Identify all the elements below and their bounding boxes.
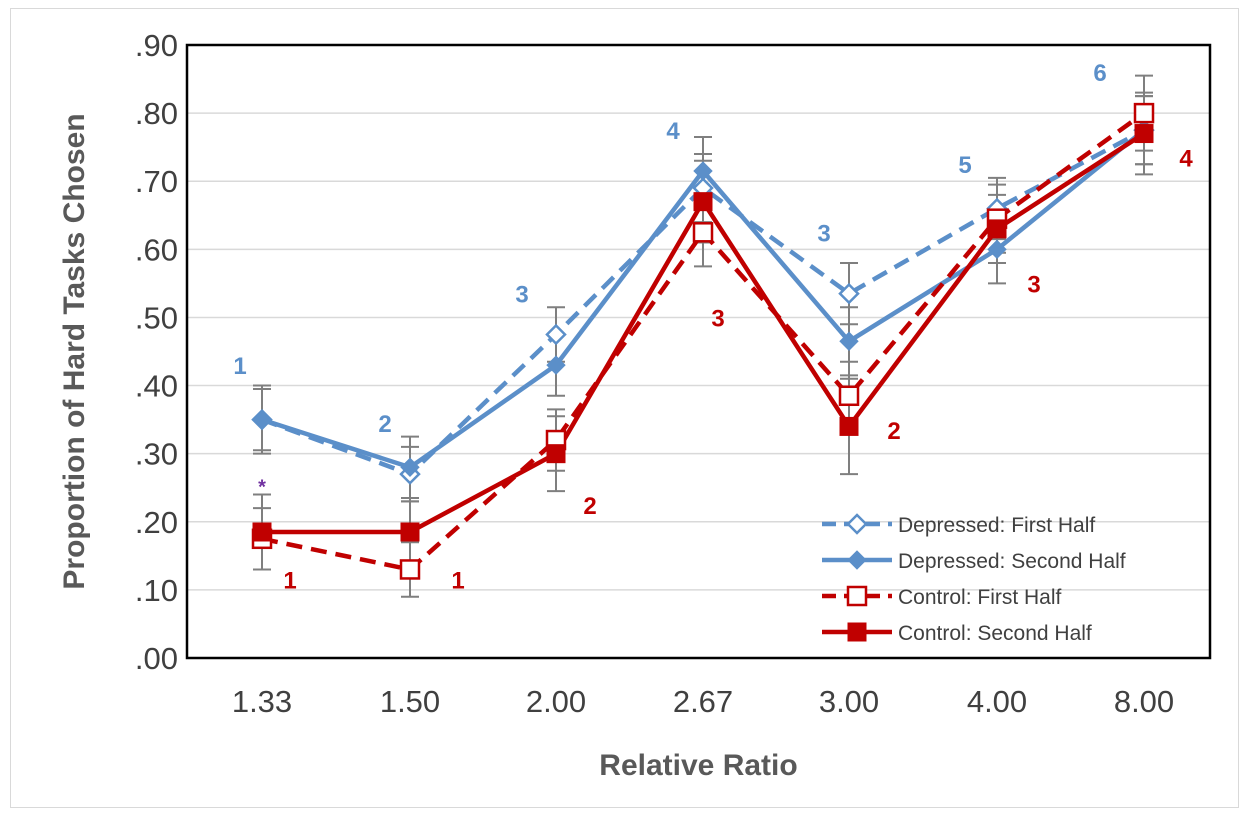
square-marker <box>838 385 860 407</box>
x-tick-label: 2.67 <box>673 684 733 719</box>
annotation-label: * <box>258 476 266 498</box>
diamond-marker <box>838 282 860 305</box>
y-tick-label: .50 <box>135 300 178 335</box>
x-tick-label: 1.50 <box>380 684 440 719</box>
annotation-label: 3 <box>1027 271 1040 298</box>
y-tick-label: .10 <box>135 573 178 608</box>
x-tick-label: 1.33 <box>232 684 292 719</box>
x-tick-label: 8.00 <box>1114 684 1174 719</box>
x-axis-title: Relative Ratio <box>599 749 797 782</box>
gridlines <box>187 112 1210 591</box>
annotation-label: 2 <box>583 493 596 520</box>
legend-label: Depressed: Second Half <box>898 550 1126 573</box>
x-tick-label: 2.00 <box>526 684 586 719</box>
square-marker <box>1134 124 1154 144</box>
square-marker <box>252 522 272 542</box>
x-axis-ticks: 1.33 1.50 2.00 2.67 3.00 4.00 8.00 <box>232 684 1174 719</box>
square-marker <box>692 222 714 243</box>
annotations: 1 * 1 2 1 3 2 4 3 3 2 5 3 6 4 <box>233 60 1193 594</box>
series-markers <box>251 102 1155 580</box>
x-tick-label: 3.00 <box>819 684 879 719</box>
square-marker <box>546 444 566 464</box>
y-axis-ticks: .00 .10 .20 .30 .40 .50 .60 .70 .80 .90 <box>135 28 178 676</box>
diamond-marker <box>546 355 566 375</box>
annotation-label: 3 <box>817 220 830 247</box>
annotation-label: 3 <box>515 282 528 309</box>
chart-frame <box>10 8 1239 808</box>
diamond-marker <box>400 457 420 477</box>
annotation-label: 1 <box>283 568 296 595</box>
y-tick-label: .40 <box>135 369 178 404</box>
square-marker <box>399 559 421 580</box>
y-tick-label: .20 <box>135 505 178 540</box>
annotation-label: 4 <box>1179 145 1193 172</box>
y-tick-label: .70 <box>135 164 178 199</box>
square-marker <box>846 585 868 607</box>
square-marker <box>1133 102 1155 124</box>
annotation-label: 5 <box>958 152 971 179</box>
annotation-label: 4 <box>666 118 680 145</box>
square-marker <box>693 192 713 212</box>
diamond-marker <box>987 239 1007 260</box>
diamond-marker <box>693 161 713 181</box>
diamond-marker <box>545 323 567 346</box>
square-marker <box>987 219 1007 239</box>
annotation-label: 6 <box>1093 60 1106 87</box>
square-marker <box>839 416 859 436</box>
diamond-marker <box>252 409 272 430</box>
x-tick-label: 4.00 <box>967 684 1027 719</box>
square-marker <box>400 522 420 542</box>
y-tick-label: .00 <box>135 641 178 676</box>
y-tick-label: .60 <box>135 232 178 267</box>
y-tick-label: .90 <box>135 28 178 63</box>
y-tick-label: .80 <box>135 96 178 131</box>
annotation-label: 1 <box>451 568 464 595</box>
square-marker <box>847 622 867 642</box>
y-tick-label: .30 <box>135 437 178 472</box>
annotation-label: 3 <box>711 305 724 332</box>
legend-label: Control: Second Half <box>898 622 1092 645</box>
plot-area-border <box>185 43 1212 660</box>
legend-label: Depressed: First Half <box>898 514 1095 537</box>
annotation-label: 2 <box>378 411 391 438</box>
legend-label: Control: First Half <box>898 586 1062 609</box>
diamond-marker <box>847 550 867 570</box>
legend: Depressed: First Half Depressed: Second H… <box>822 513 1126 645</box>
y-axis-title: Proportion of Hard Tasks Chosen <box>58 113 91 589</box>
annotation-label: 1 <box>233 353 246 380</box>
annotation-label: 2 <box>887 418 900 445</box>
diamond-marker <box>846 513 868 535</box>
diamond-marker <box>839 331 859 351</box>
